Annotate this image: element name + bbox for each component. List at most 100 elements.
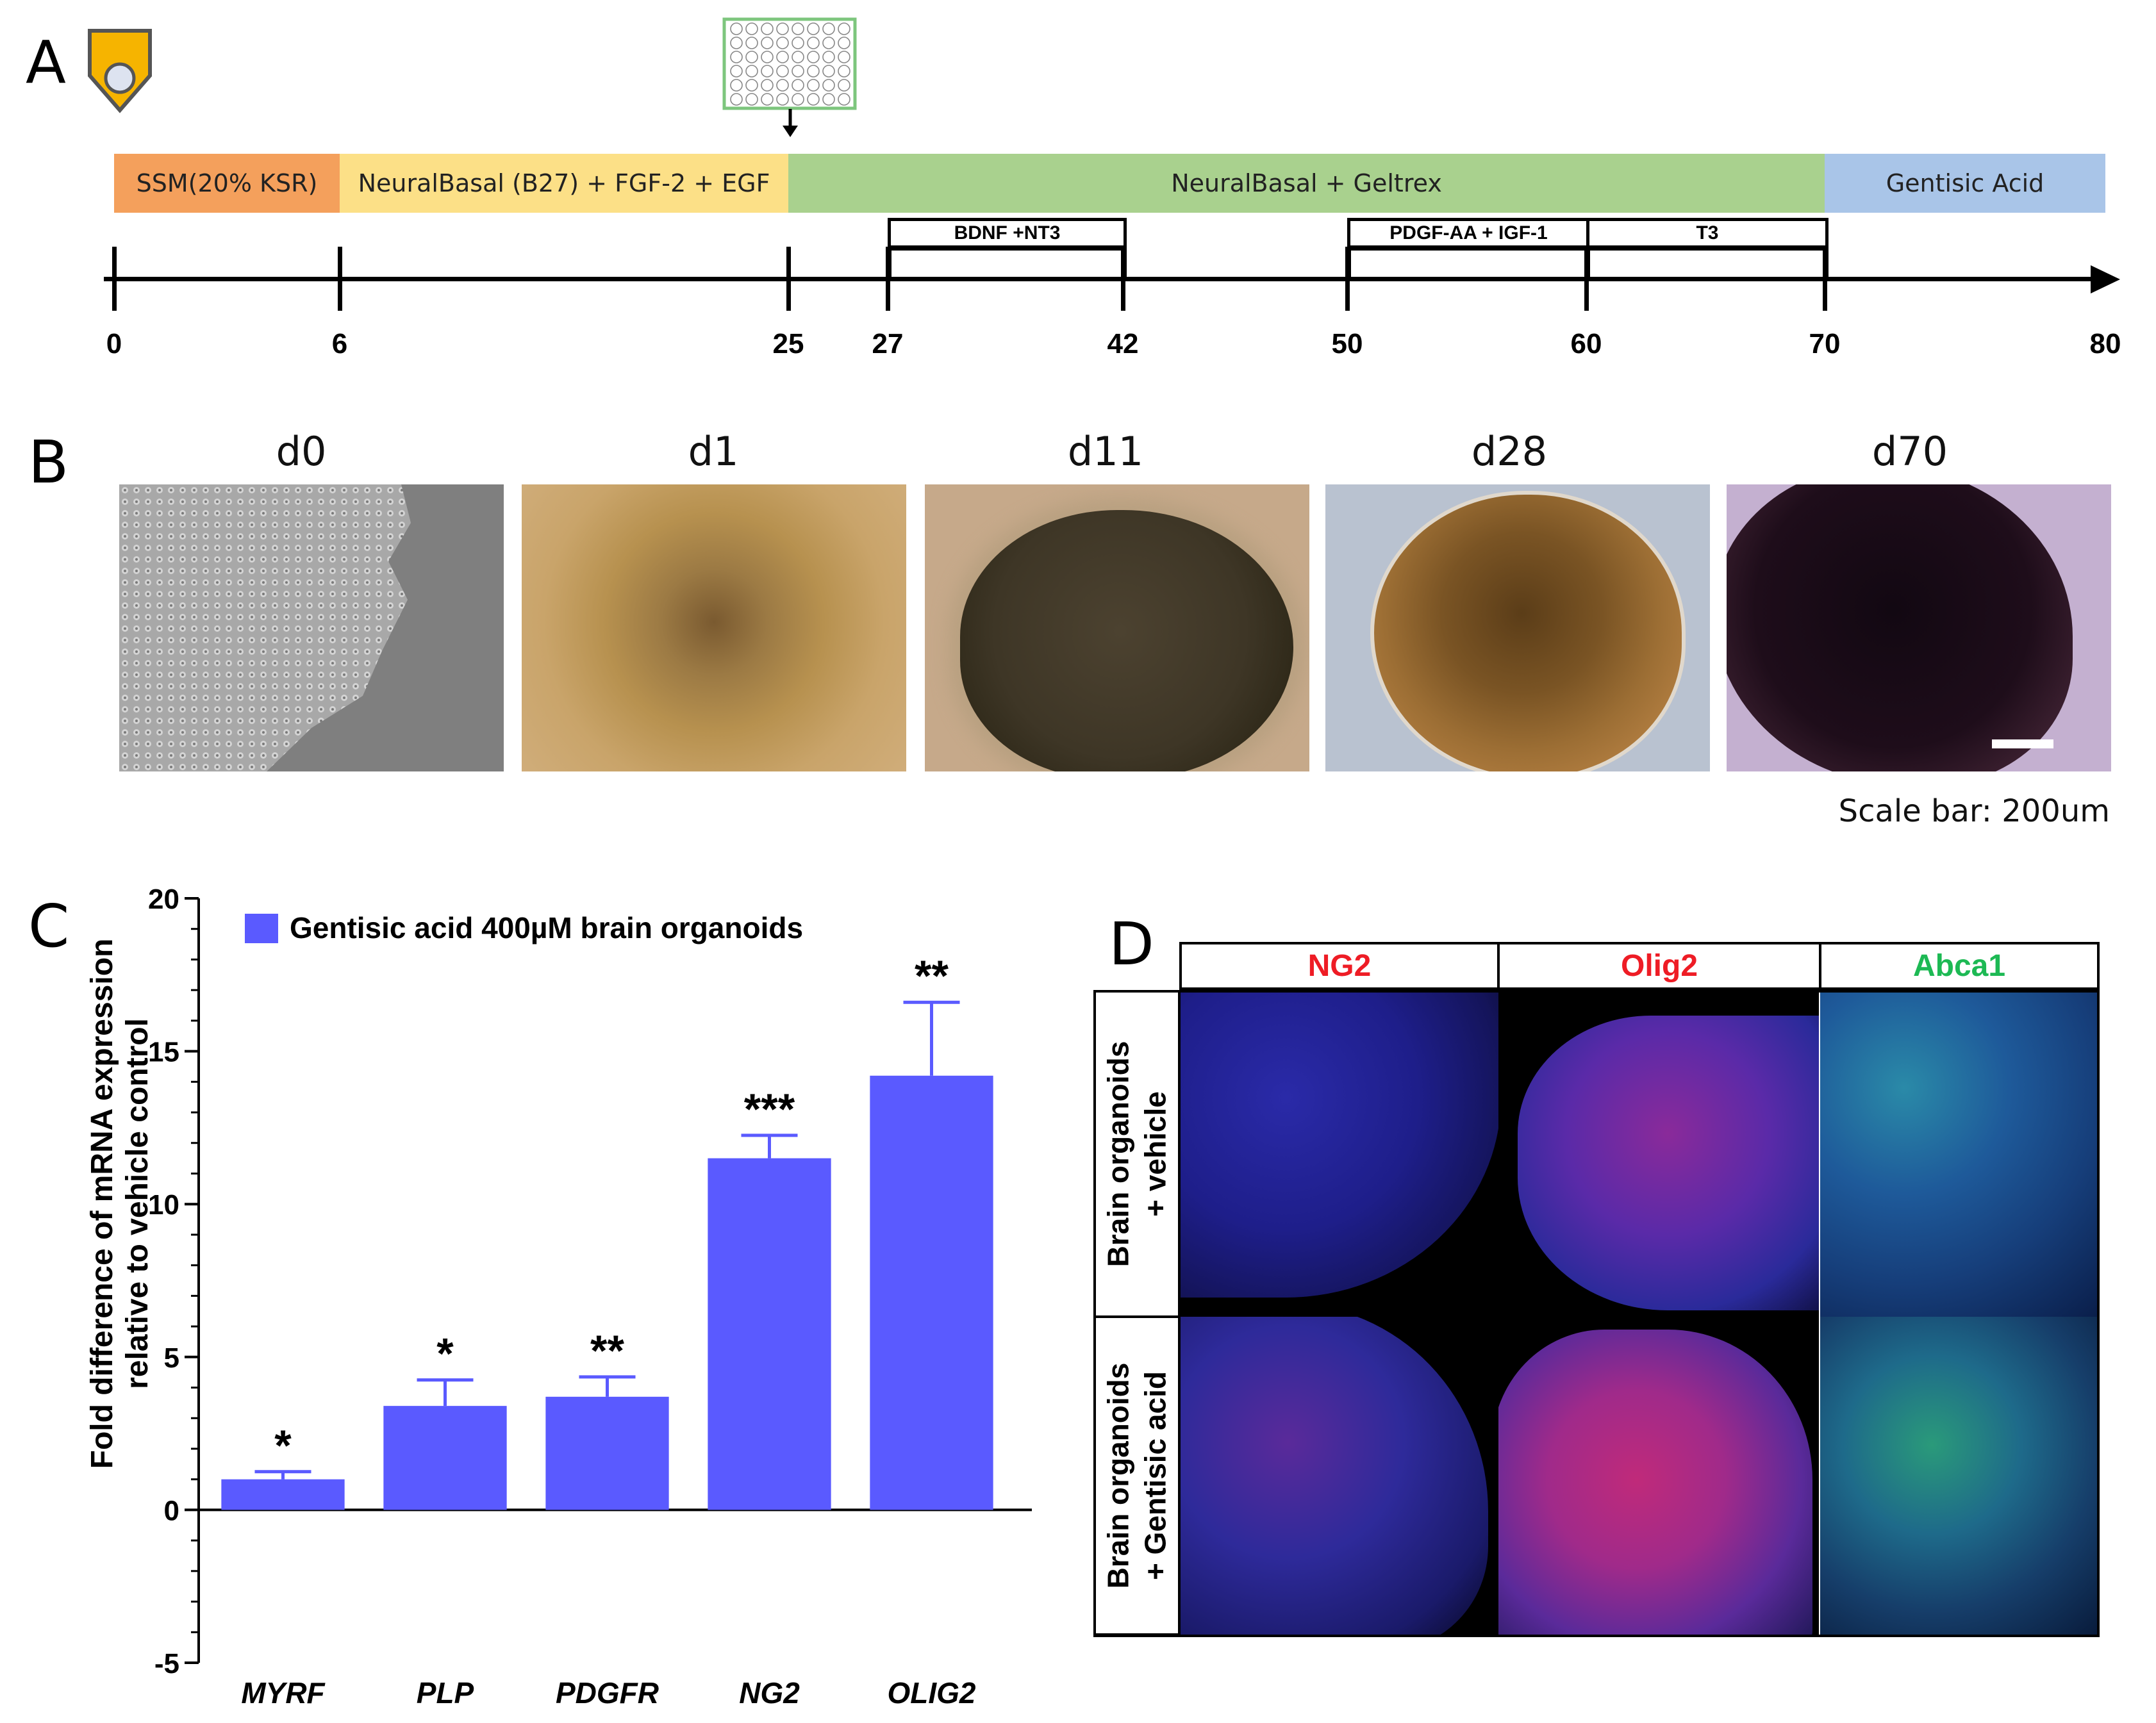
factor-box-2: PDGF-AA + IGF-1 [1347, 218, 1590, 249]
plate-well [838, 65, 850, 78]
timeline-tick [112, 247, 117, 311]
column-header-ng2: NG2 [1179, 942, 1500, 990]
factor-box-1: BDNF +NT3 [888, 218, 1127, 249]
micrograph-d11 [925, 484, 1309, 771]
factor-box-3: T3 [1586, 218, 1828, 249]
significance-myrf: * [274, 1421, 292, 1470]
plate-well [761, 37, 774, 49]
micrograph-title-d11: d11 [1067, 428, 1144, 475]
row-header-vehicle: Brain organoids + vehicle [1093, 990, 1181, 1318]
micrograph-title-d0: d0 [276, 428, 327, 475]
plate-well [792, 22, 804, 35]
plate-well [745, 51, 758, 63]
y-axis-label-line1: Fold difference of mRNA expression [85, 939, 119, 1469]
if-vehicle-olig2 [1498, 990, 1819, 1317]
plate-well [792, 65, 804, 78]
timeline-day-label: 42 [1107, 328, 1139, 359]
stage-3: NeuralBasal + Geltrex [788, 154, 1825, 213]
plate-well [838, 51, 850, 63]
timeline-tick [1823, 247, 1827, 311]
y-axis-label-line2: relative to vehicle control [120, 1018, 154, 1389]
panel-label-b: B [28, 428, 69, 497]
timeline-tick [1345, 247, 1350, 311]
timeline-tick [1121, 247, 1125, 311]
stage-1: SSM(20% KSR) [114, 154, 340, 213]
plate-well [838, 37, 850, 49]
plate-well [730, 79, 743, 92]
plate-well [792, 79, 804, 92]
scale-bar [1992, 739, 2053, 748]
bar-ng2 [708, 1158, 831, 1510]
timeline-tick [1584, 247, 1589, 311]
bar-pdgfr [545, 1396, 669, 1510]
y-tick-label: 0 [164, 1495, 179, 1526]
plate-well [792, 37, 804, 49]
timeline-day-label: 0 [106, 328, 122, 359]
if-gentisic-ng2 [1181, 1317, 1498, 1637]
scale-bar-note: Scale bar: 200um [1838, 793, 2110, 829]
plate-well [792, 93, 804, 106]
plate-well [730, 37, 743, 49]
well-plate-icon [722, 17, 857, 110]
micrograph-d1 [522, 484, 906, 771]
plate-well [822, 65, 835, 78]
timeline-tick [786, 247, 791, 311]
plate-well [807, 65, 820, 78]
plate-well [822, 51, 835, 63]
if-vehicle-ng2 [1181, 990, 1498, 1317]
plate-well [745, 37, 758, 49]
significance-plp: * [436, 1330, 454, 1378]
micrograph-d28 [1325, 484, 1710, 771]
timeline-day-label: 27 [872, 328, 904, 359]
plate-well [745, 65, 758, 78]
plate-well [838, 22, 850, 35]
plate-well [792, 51, 804, 63]
y-tick-label: 10 [148, 1189, 179, 1221]
panel-label-c: C [28, 892, 70, 960]
if-gentisic-olig2 [1498, 1317, 1819, 1637]
stage-4: Gentisic Acid [1825, 154, 2105, 213]
micrograph-title-d28: d28 [1471, 428, 1548, 475]
factor-bracket [1586, 247, 1828, 251]
timeline-day-label: 25 [772, 328, 804, 359]
plate-well [838, 93, 850, 106]
plate-well [807, 51, 820, 63]
panel-label-a: A [26, 28, 66, 97]
y-tick-label: -5 [154, 1648, 179, 1679]
column-header-olig2: Olig2 [1497, 942, 1821, 990]
mrna-bar-chart: -5 0 5 10 15 20 Fold difference of mRNA expres… [85, 884, 1032, 1710]
plate-well [730, 22, 743, 35]
significance-olig2: ** [915, 952, 949, 1000]
plate-well [838, 79, 850, 92]
timeline-day-label: 50 [1331, 328, 1363, 359]
plate-well [807, 93, 820, 106]
plate-well [730, 51, 743, 63]
micrograph-title-d1: d1 [688, 428, 739, 475]
factor-bracket [888, 247, 1127, 251]
plate-well [761, 93, 774, 106]
plate-well [761, 79, 774, 92]
plate-well [745, 79, 758, 92]
plate-well [822, 79, 835, 92]
x-tick-label-pdgfr: PDGFR [556, 1676, 659, 1710]
plate-well [745, 22, 758, 35]
stage-2: NeuralBasal (B27) + FGF-2 + EGF [340, 154, 788, 213]
plate-well [761, 22, 774, 35]
plating-arrow-icon [783, 109, 798, 137]
y-tick-label: 5 [164, 1342, 179, 1374]
x-tick-label-plp: PLP [417, 1676, 474, 1710]
bar-myrf [221, 1479, 345, 1510]
timeline-tick [338, 247, 342, 311]
plate-well [761, 65, 774, 78]
plate-well [822, 37, 835, 49]
plate-well [776, 51, 789, 63]
factor-bracket [1347, 247, 1590, 251]
if-vehicle-abca1 [1820, 990, 2100, 1317]
bar-olig2 [870, 1075, 993, 1510]
if-gentisic-abca1 [1820, 1317, 2100, 1637]
plate-well [776, 93, 789, 106]
micrograph-d70 [1727, 484, 2111, 771]
significance-ng2: *** [744, 1085, 795, 1134]
timeline-day-label: 70 [1809, 328, 1841, 359]
plate-well [730, 93, 743, 106]
